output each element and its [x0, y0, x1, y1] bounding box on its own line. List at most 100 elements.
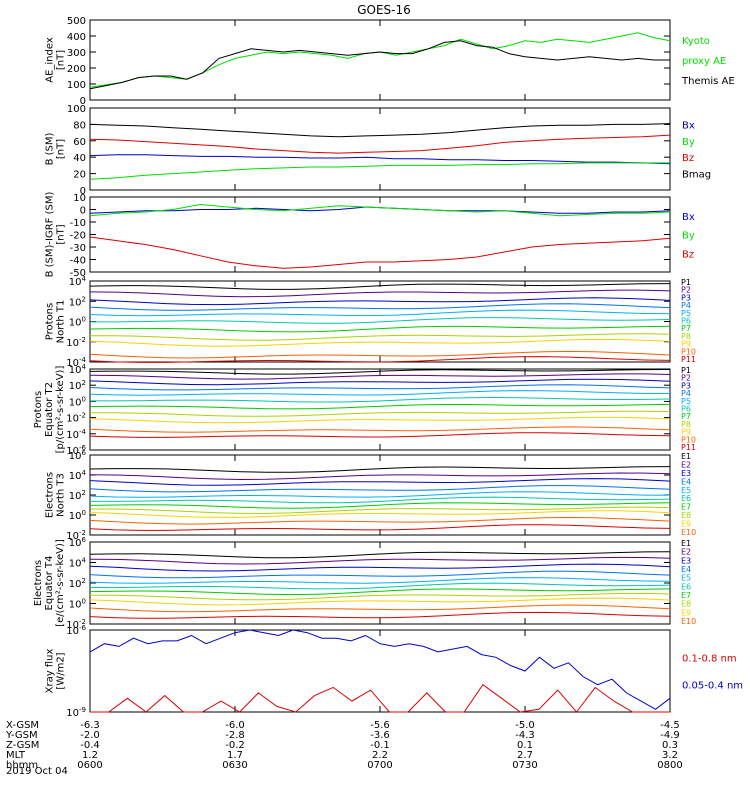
y-tick-label: 104: [69, 557, 87, 570]
channel-line: [89, 309, 671, 317]
coord-row-label: Z-GSM: [6, 740, 39, 751]
channel-line: [89, 510, 671, 518]
coord-value: 3.2: [662, 750, 678, 761]
channel-line: [89, 516, 671, 525]
y-tick-label: 10-2: [66, 412, 86, 425]
y-tick-label: 104: [69, 275, 87, 288]
channel-line: [90, 317, 671, 324]
y-tick-label: 104: [69, 469, 87, 482]
coord-row-label: Y-GSM: [5, 730, 38, 741]
y-tick-label: 60: [73, 137, 86, 148]
channel-line: [89, 466, 671, 473]
y-axis-label: B (SM): [45, 132, 56, 165]
channel-line: [89, 502, 671, 509]
channel-line: [89, 563, 671, 572]
coord-value: -0.1: [370, 740, 390, 751]
channel-label: P3: [681, 293, 691, 302]
channel-line: [89, 297, 671, 306]
y-tick-label: -50: [70, 268, 86, 279]
channel-label: P5: [681, 309, 691, 318]
y-tick-label: 200: [67, 64, 86, 75]
channel-label: P9: [681, 428, 691, 437]
coord-value: -3.6: [370, 730, 390, 741]
panel-frame: [89, 629, 671, 713]
y-tick-label: 100: [67, 104, 86, 115]
channel-label: P11: [681, 355, 696, 364]
channel-line: [90, 496, 671, 504]
y-tick-label: 400: [67, 32, 86, 43]
channel-label: E6: [681, 494, 691, 503]
channel-label: P11: [681, 443, 696, 452]
channel-label: E7: [681, 591, 691, 600]
channel-label: P4: [681, 389, 691, 398]
channel-label: E3: [681, 469, 691, 478]
y-axis-label: B (SM)-IGRF (SM): [45, 192, 56, 278]
series-line-by: [89, 162, 670, 180]
y-tick-label: 100: [69, 395, 86, 408]
y-tick-label: 0: [80, 206, 86, 217]
y-axis-label: [W/m2]: [56, 652, 67, 689]
y-axis-label: Electrons: [45, 472, 56, 518]
channel-line: [89, 283, 671, 290]
y-tick-label: 102: [69, 489, 86, 502]
series-line-themis-ae: [89, 40, 670, 90]
coord-row-label: MLT: [6, 750, 26, 761]
channel-line: [89, 588, 671, 596]
channel-label: P8: [681, 420, 691, 429]
channel-line: [89, 350, 671, 359]
y-tick-label: 102: [69, 295, 86, 308]
channel-line: [89, 551, 671, 559]
coordinate-table: X-GSM -6.3 -6.0 -5.6 -5.0 -4.5 Y-GSM -2.0 -2.8 -3…: [5, 720, 683, 771]
channel-line: [90, 333, 671, 341]
y-tick-label: 80: [73, 120, 86, 131]
coord-value: -2.8: [225, 730, 245, 741]
legend-entry: Themis AE: [681, 76, 735, 87]
series-line-bx: [89, 154, 671, 165]
channel-line: [89, 289, 671, 298]
channel-line: [89, 597, 671, 606]
channel-line: [89, 432, 671, 438]
coord-value: -4.9: [660, 730, 680, 741]
channel-label: P5: [681, 397, 691, 406]
channel-label: P1: [681, 366, 691, 375]
legend-entry: 0.05-0.4 nm: [682, 681, 743, 692]
legend-entry: Kyoto: [682, 36, 710, 47]
legend-entry: Bz: [682, 153, 694, 164]
channel-label: E1: [681, 452, 691, 461]
channel-line: [89, 325, 671, 333]
coord-value: -0.4: [80, 740, 100, 751]
legend-entry: Bx: [682, 212, 695, 223]
channel-line: [89, 338, 671, 347]
y-tick-label: 102: [69, 577, 86, 590]
coord-value: 1.2: [82, 750, 98, 761]
panel-frame: [89, 368, 671, 451]
panel-frame: [89, 107, 671, 191]
y-axis-label: [nT]: [56, 139, 67, 159]
channel-label: E3: [681, 556, 691, 565]
channel-line: [89, 416, 671, 424]
y-tick-label: 10-9: [66, 706, 86, 719]
channel-label: P10: [681, 347, 696, 356]
channel-line: [89, 478, 671, 486]
series-line-bmag: [89, 123, 671, 138]
y-tick-label: 100: [67, 80, 86, 91]
y-axis-label: Equator T2: [44, 382, 55, 437]
y-axis-label: AE_index: [45, 37, 56, 83]
y-tick-label: 102: [69, 379, 86, 392]
coord-value: 0.3: [662, 740, 678, 751]
channel-line: [89, 604, 671, 613]
y-axis-label: Protons: [45, 303, 56, 340]
y-tick-label: -10: [70, 218, 86, 229]
channel-label: E8: [681, 600, 691, 609]
channel-label: P1: [681, 278, 691, 287]
channel-line: [90, 506, 671, 514]
y-tick-label: 10-2: [66, 336, 86, 349]
channel-line: [89, 390, 671, 396]
channel-label: P6: [681, 405, 691, 414]
series-line-0-05-0-4-nm: [89, 629, 671, 710]
y-axis-label: Equator T4: [44, 556, 55, 611]
coord-value: 0630: [222, 760, 247, 771]
legend-entry: Bz: [682, 249, 694, 260]
channel-line: [89, 611, 671, 619]
